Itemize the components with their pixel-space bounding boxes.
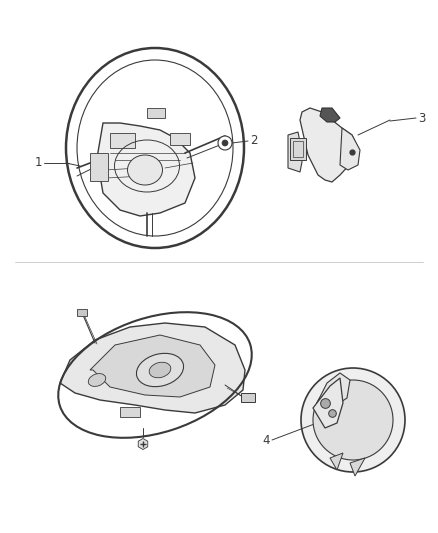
- Polygon shape: [288, 132, 302, 172]
- Polygon shape: [340, 128, 360, 170]
- Polygon shape: [320, 108, 340, 122]
- Polygon shape: [317, 373, 350, 408]
- Text: 3: 3: [418, 111, 425, 125]
- Text: 4: 4: [262, 433, 270, 447]
- Circle shape: [301, 368, 405, 472]
- Bar: [170, 133, 190, 145]
- Polygon shape: [313, 378, 343, 428]
- Polygon shape: [97, 123, 195, 216]
- Polygon shape: [60, 323, 245, 413]
- Circle shape: [218, 136, 232, 150]
- Bar: [241, 393, 255, 402]
- Ellipse shape: [137, 353, 184, 386]
- Ellipse shape: [88, 374, 106, 386]
- Bar: [293, 141, 303, 157]
- Text: 2: 2: [250, 134, 258, 148]
- Polygon shape: [300, 108, 358, 182]
- Bar: [290, 138, 306, 160]
- Bar: [147, 108, 165, 118]
- Polygon shape: [90, 335, 215, 397]
- Polygon shape: [350, 458, 365, 476]
- Bar: [110, 133, 135, 148]
- Polygon shape: [330, 453, 343, 470]
- Bar: [120, 407, 140, 417]
- Ellipse shape: [149, 362, 171, 378]
- Circle shape: [313, 380, 393, 460]
- Ellipse shape: [127, 155, 162, 185]
- Bar: [90, 153, 108, 181]
- Circle shape: [222, 140, 228, 146]
- Bar: [77, 309, 87, 316]
- Text: 1: 1: [35, 157, 42, 169]
